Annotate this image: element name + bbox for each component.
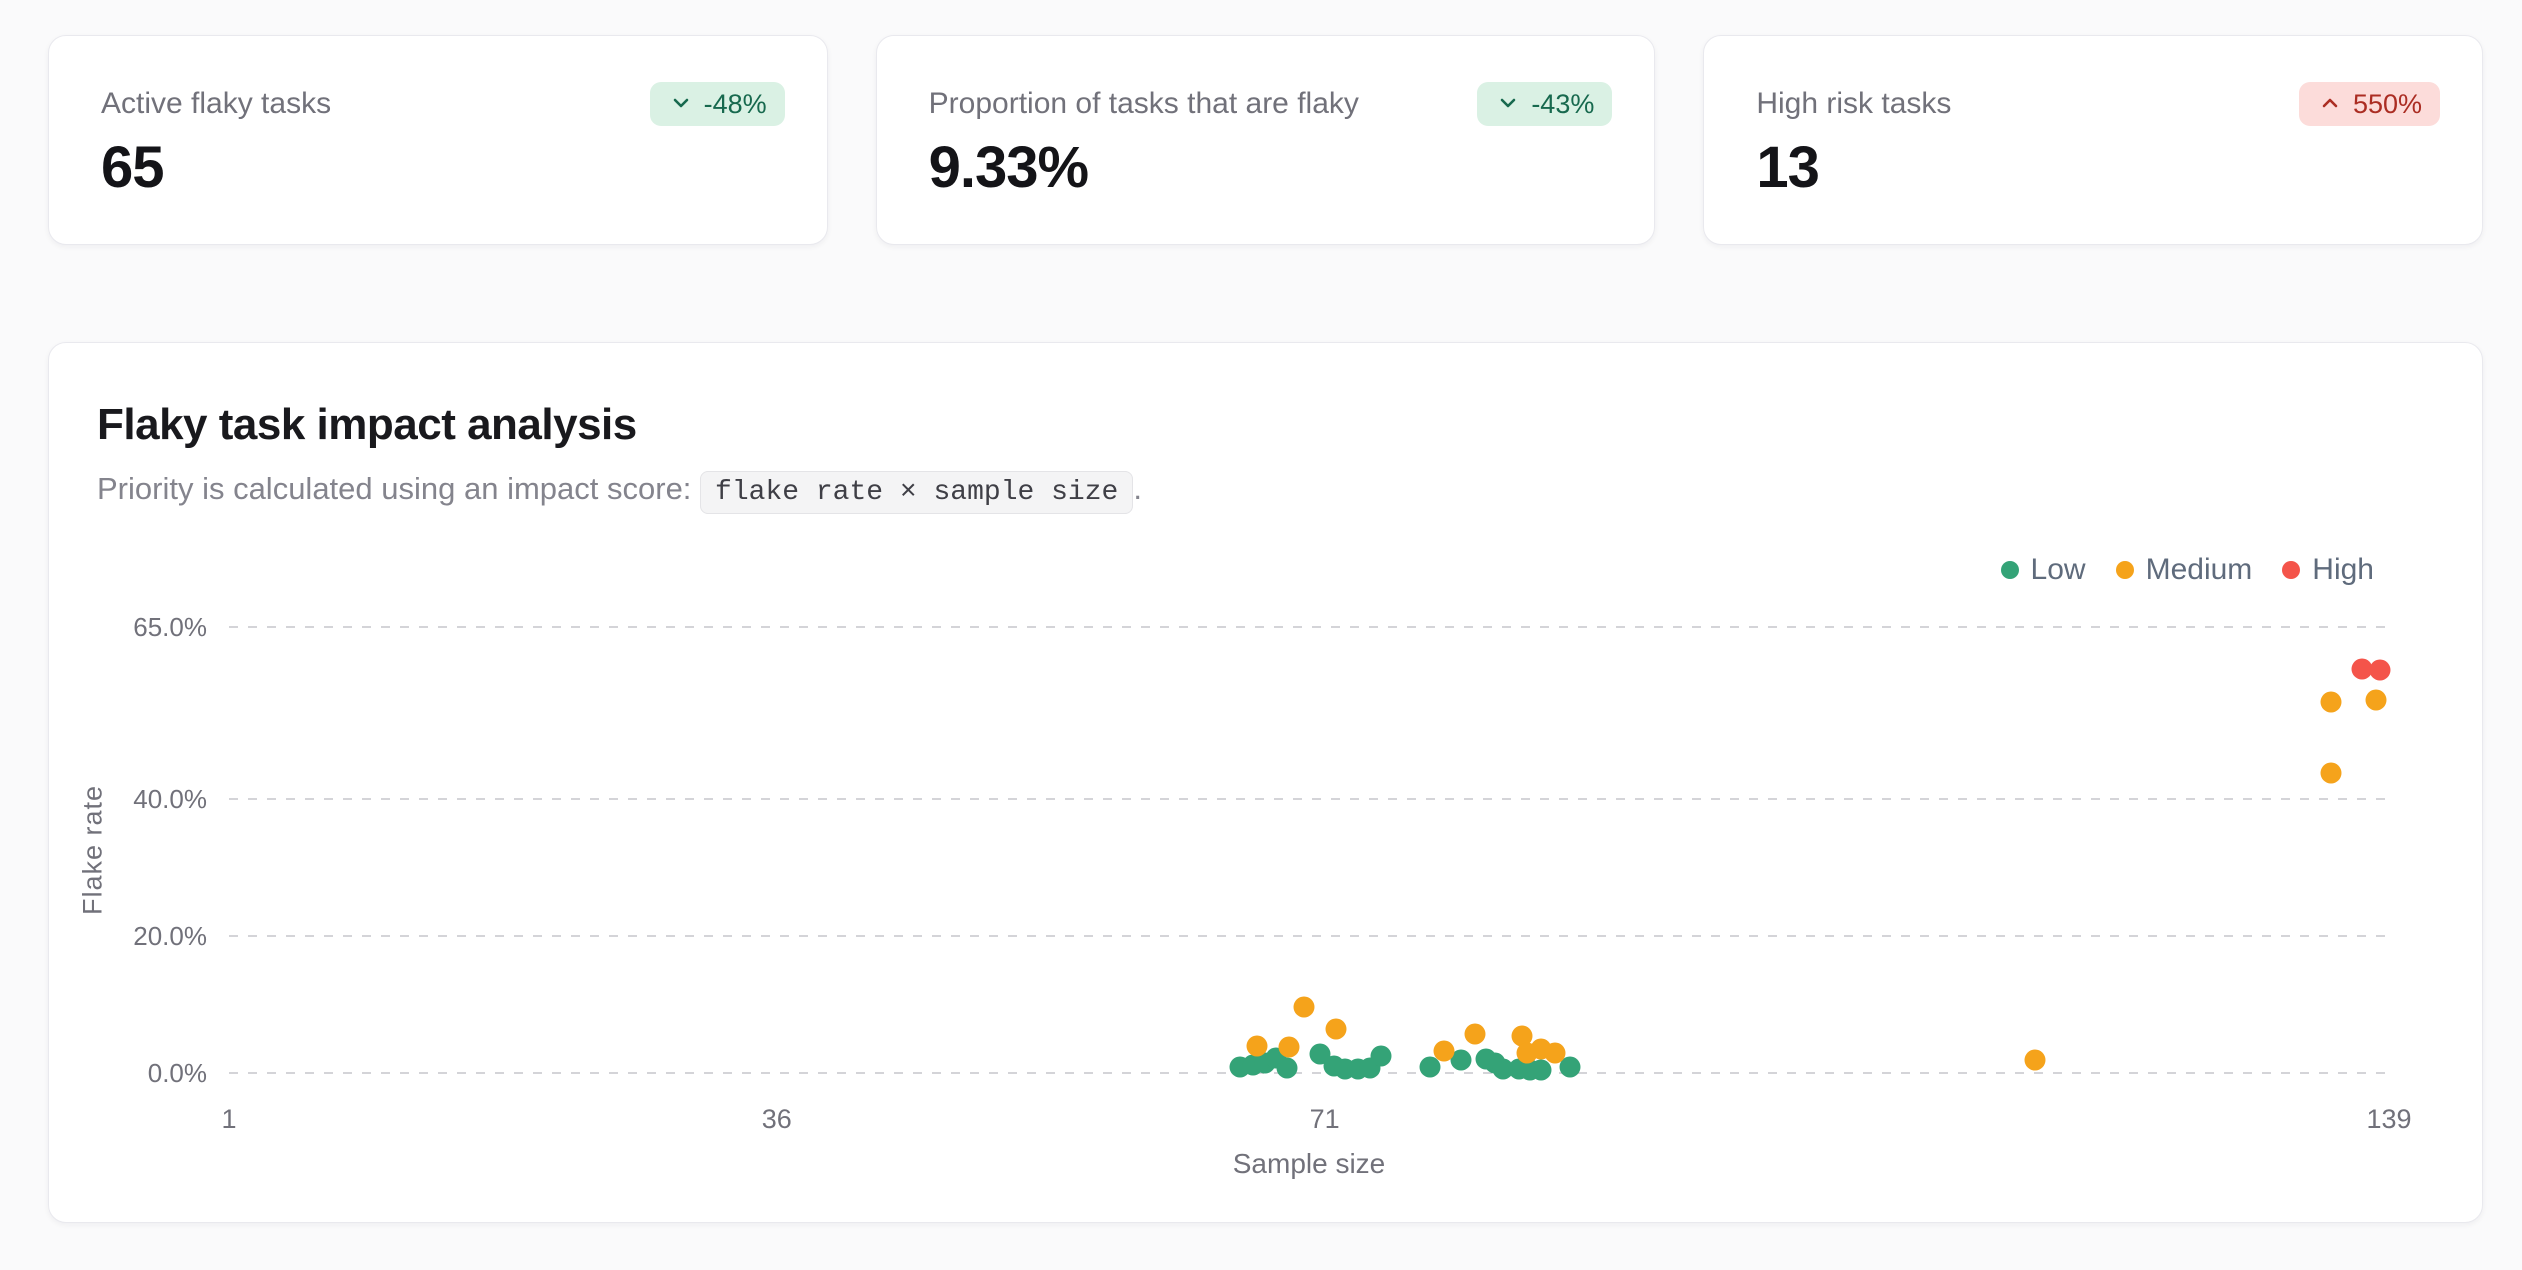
trend-badge-label: 550% <box>2352 88 2423 119</box>
scatter-point-medium[interactable] <box>1325 1018 1347 1040</box>
impact-score-formula-chip: flake rate × sample size <box>700 471 1134 514</box>
scatter-point-medium[interactable] <box>1278 1036 1300 1058</box>
scatter-point-medium[interactable] <box>1433 1040 1455 1062</box>
stat-title: Active flaky tasks <box>101 87 332 120</box>
gridline-20 <box>229 934 2395 937</box>
y-tick-label: 0.0% <box>147 1058 207 1088</box>
x-tick-label: 1 <box>221 1104 237 1134</box>
chevron-down-icon <box>673 98 688 108</box>
stat-value: 9.33% <box>928 135 1089 200</box>
scatter-point-low[interactable] <box>1370 1045 1392 1067</box>
stat-card-header: High risk tasks 550% <box>1756 82 2441 126</box>
x-tick-label: 139 <box>2366 1104 2412 1134</box>
y-tick-label: 40.0% <box>133 783 207 814</box>
scatter-point-low[interactable] <box>1559 1056 1581 1078</box>
trend-badge: -48% <box>649 82 785 126</box>
stat-card-header: Active flaky tasks -48% <box>101 82 785 126</box>
scatter-point-medium[interactable] <box>2320 691 2342 713</box>
legend-label: Low <box>2030 553 2086 586</box>
y-tick-label: 20.0% <box>133 920 207 951</box>
chart-subtitle: Priority is calculated using an impact s… <box>97 471 2434 514</box>
legend-label: Medium <box>2145 553 2253 586</box>
stats-row: Active flaky tasks -48% 65 Proportion of… <box>0 0 2522 245</box>
scatter-point-low[interactable] <box>1530 1059 1552 1081</box>
x-tick-label: 71 <box>1309 1104 1340 1134</box>
scatter-point-medium[interactable] <box>1464 1023 1486 1045</box>
subtitle-period: . <box>1133 471 1142 506</box>
trend-badge: -43% <box>1477 82 1613 126</box>
stat-value: 13 <box>1756 135 1820 200</box>
stat-value: 65 <box>101 135 165 200</box>
scatter-point-medium[interactable] <box>2365 689 2387 711</box>
legend-dot-icon <box>2115 561 2134 579</box>
chevron-up-icon <box>2322 98 2338 108</box>
legend-item-high: High <box>2282 553 2374 587</box>
scatter-point-low[interactable] <box>1419 1056 1441 1078</box>
stat-card-flaky-proportion: Proportion of tasks that are flaky -43% … <box>875 35 1656 245</box>
scatter-point-low[interactable] <box>1450 1049 1472 1071</box>
scatter-point-medium[interactable] <box>2320 762 2342 784</box>
legend-item-medium: Medium <box>2115 553 2253 587</box>
scatter-point-low[interactable] <box>1276 1057 1298 1079</box>
gridline-40 <box>229 797 2395 800</box>
legend-dot-icon <box>2282 561 2301 579</box>
trend-badge-label: -43% <box>1531 88 1595 119</box>
legend-dot-icon <box>2000 561 2019 579</box>
y-tick-label: 65.0% <box>133 612 207 642</box>
stat-title: Proportion of tasks that are flaky <box>928 87 1359 120</box>
stat-card-header: Proportion of tasks that are flaky -43% <box>929 82 1613 126</box>
scatter-point-medium[interactable] <box>1293 996 1315 1018</box>
stat-title: High risk tasks <box>1756 87 1952 120</box>
trend-badge-label: -48% <box>703 88 767 119</box>
legend-label: High <box>2312 553 2374 586</box>
scatter-point-high[interactable] <box>2351 658 2373 680</box>
flaky-task-impact-card: Flaky task impact analysis Priority is c… <box>48 342 2483 1223</box>
scatter-point-high[interactable] <box>2369 659 2391 681</box>
chevron-down-icon <box>1501 98 1516 108</box>
chart-legend: Low Medium High <box>2000 553 2374 587</box>
scatter-point-medium[interactable] <box>1246 1035 1268 1057</box>
gridline-65 <box>229 626 2395 628</box>
gridline-0 <box>229 1072 2395 1074</box>
legend-item-low: Low <box>2000 553 2086 587</box>
scatter-point-medium[interactable] <box>1544 1042 1566 1064</box>
plot-area: Flake rate Sample size 65.0% 40.0% 20.0% 0.… <box>78 614 2412 1179</box>
stat-card-high-risk-tasks: High risk tasks 550% 13 <box>1703 35 2484 245</box>
scatter-point-medium[interactable] <box>1511 1025 1533 1047</box>
scatter-point-medium[interactable] <box>2024 1049 2046 1071</box>
x-axis-title: Sample size <box>1232 1148 1386 1179</box>
subtitle-text: Priority is calculated using an impact s… <box>97 471 692 506</box>
x-tick-label: 36 <box>761 1104 792 1134</box>
stat-card-active-flaky-tasks: Active flaky tasks -48% 65 <box>48 35 828 245</box>
chart-title: Flaky task impact analysis <box>97 400 637 449</box>
trend-badge: 550% <box>2298 82 2441 126</box>
